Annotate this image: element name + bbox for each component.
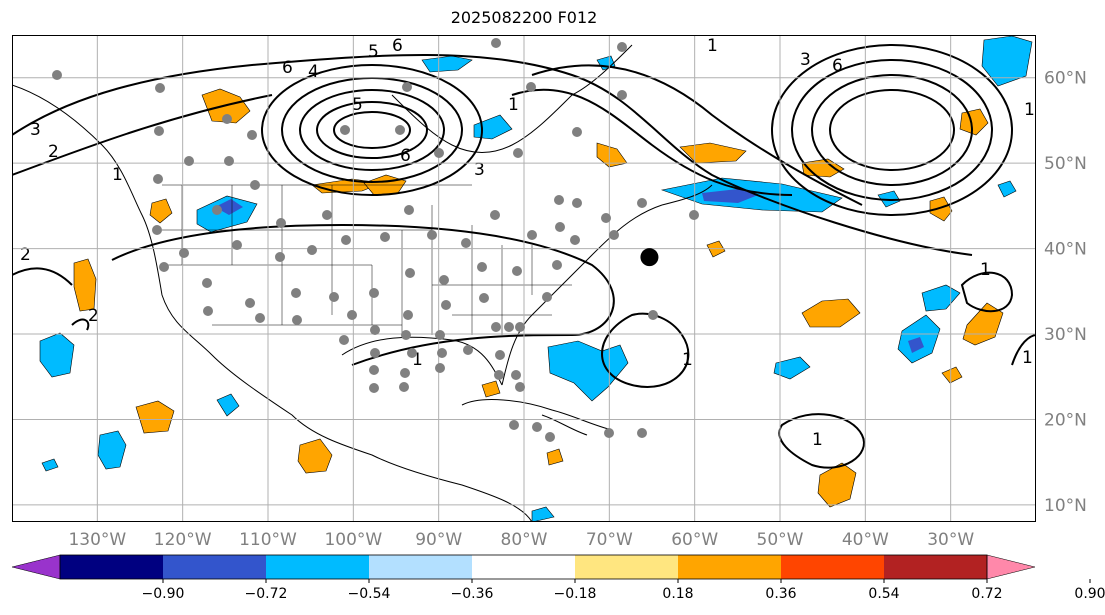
svg-text:1: 1 (682, 350, 693, 370)
svg-text:1: 1 (707, 36, 718, 56)
svg-text:1: 1 (112, 165, 123, 185)
anomaly-fill-layer (39, 35, 1033, 522)
colorbar-tick-label: 0.90 (1074, 586, 1105, 602)
svg-text:6: 6 (400, 146, 411, 166)
longitude-tick-label: 80°W (501, 530, 548, 550)
svg-text:1: 1 (812, 430, 823, 450)
latitude-tick-label: 60°N (1044, 69, 1087, 89)
svg-text:2: 2 (88, 306, 99, 326)
colorbar-bin (60, 555, 163, 579)
longitude-tick-label: 90°W (415, 530, 462, 550)
latitude-tick-label: 40°N (1044, 240, 1087, 260)
svg-text:1: 1 (980, 260, 991, 280)
colorbar-tick-label: −0.54 (348, 586, 391, 602)
svg-text:2: 2 (48, 142, 59, 162)
coastline-layer (12, 44, 713, 522)
colorbar-bin (575, 555, 678, 579)
latitude-tick-label: 10°N (1044, 496, 1087, 516)
latitude-tick-label: 20°N (1044, 410, 1087, 430)
state-border-layer (162, 184, 572, 335)
colorbar-bin (266, 555, 369, 579)
colorbar-bin (884, 555, 987, 579)
svg-text:1: 1 (1024, 100, 1035, 120)
contour-label-layer: 1 2 3 6 4 5 6 5 6 3 1 1 3 6 1 1 1 1 1 1 … (20, 36, 1035, 450)
colorbar-tick-label: 0.54 (868, 586, 899, 602)
svg-text:6: 6 (392, 36, 403, 56)
longitude-tick-label: 40°W (842, 530, 889, 550)
latitude-tick-label: 30°N (1044, 325, 1087, 345)
map-title: 2025082200 F012 (450, 8, 598, 27)
svg-text:5: 5 (352, 95, 363, 115)
svg-text:6: 6 (832, 56, 843, 76)
station-marker-layer (52, 38, 699, 442)
svg-text:1: 1 (412, 350, 423, 370)
colorbar-tick-label: −0.90 (142, 586, 185, 602)
colorbar-outline (59, 554, 988, 580)
latitude-tick-label: 50°N (1044, 154, 1087, 174)
colorbar: −0.90 −0.72 −0.54 −0.36 −0.18 0.18 0.36 0.54 0.7… (11, 554, 1105, 602)
longitude-tick-label: 110°W (239, 530, 297, 550)
colorbar-extend-low (11, 554, 61, 580)
colorbar-bin (369, 555, 472, 579)
svg-text:6: 6 (282, 58, 293, 78)
svg-text:5: 5 (368, 42, 379, 62)
svg-text:4: 4 (308, 62, 319, 82)
longitude-tick-label: 70°W (586, 530, 633, 550)
colorbar-bin (781, 555, 884, 579)
colorbar-bin (472, 555, 575, 579)
highlighted-location-marker (640, 248, 659, 267)
colorbar-tick-label: 0.72 (971, 586, 1002, 602)
colorbar-tick-label: 0.36 (765, 586, 796, 602)
longitude-axis: 130°W 120°W 110°W 100°W 90°W 80°W 70°W 60°W 50°W… (68, 530, 974, 550)
svg-text:1: 1 (508, 95, 519, 115)
longitude-tick-label: 30°W (927, 530, 974, 550)
colorbar-tick-label: −0.36 (451, 586, 494, 602)
colorbar-tick-label: 0.18 (662, 586, 693, 602)
colorbar-bin (163, 555, 266, 579)
svg-text:1: 1 (1022, 348, 1033, 368)
colorbar-tick-label: −0.72 (245, 586, 288, 602)
longitude-tick-label: 50°W (757, 530, 804, 550)
longitude-tick-label: 130°W (68, 530, 126, 550)
svg-text:2: 2 (20, 245, 31, 265)
longitude-tick-label: 100°W (324, 530, 382, 550)
latitude-axis: 10°N 20°N 30°N 40°N 50°N 60°N (1044, 69, 1087, 516)
svg-text:3: 3 (800, 50, 811, 70)
longitude-tick-label: 60°W (671, 530, 718, 550)
weather-map: 1 2 3 6 4 5 6 5 6 3 1 1 3 6 1 1 1 1 1 1 … (12, 35, 1036, 522)
colorbar-bin (678, 555, 781, 579)
colorbar-extend-high (986, 554, 1036, 580)
svg-text:3: 3 (30, 120, 41, 140)
longitude-tick-label: 120°W (154, 530, 212, 550)
lat-lon-grid (12, 35, 1036, 522)
colorbar-tick-label: −0.18 (554, 586, 597, 602)
svg-text:3: 3 (474, 160, 485, 180)
